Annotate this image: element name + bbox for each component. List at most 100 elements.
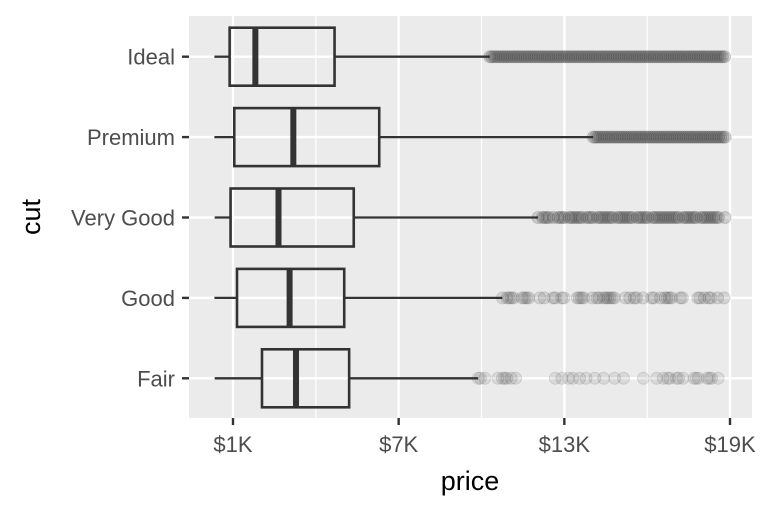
y-axis-title: cut — [16, 198, 46, 235]
outlier-point — [564, 50, 578, 64]
outlier-point — [707, 50, 721, 64]
outlier-point — [681, 130, 695, 144]
outlier-point — [678, 50, 692, 64]
outlier-point — [702, 50, 716, 64]
outlier-point — [703, 211, 717, 224]
outlier-point — [566, 371, 580, 385]
box-good — [214, 267, 731, 329]
outlier-point — [713, 50, 727, 64]
outlier-point — [643, 50, 657, 64]
x-axis-title: price — [441, 466, 500, 496]
outlier-point — [650, 371, 664, 385]
outlier-point — [509, 50, 523, 64]
outlier-point — [527, 50, 541, 64]
outlier-point — [623, 50, 637, 64]
outlier-point — [629, 291, 643, 305]
outlier-point — [573, 50, 587, 64]
outlier-point — [714, 130, 728, 144]
outlier-point — [641, 211, 655, 224]
outlier-point — [658, 50, 672, 64]
outlier-point — [555, 50, 569, 64]
outlier-point — [557, 50, 571, 64]
outlier-point — [715, 50, 729, 64]
outlier-point — [630, 211, 644, 224]
y-tick-label: Fair — [137, 366, 175, 391]
outlier-point — [676, 130, 690, 144]
outlier-point — [516, 50, 530, 64]
outlier-point — [564, 211, 578, 224]
outlier-point — [560, 50, 574, 64]
outlier-point — [659, 211, 673, 224]
outlier-point — [674, 50, 688, 64]
outlier-point — [551, 211, 565, 224]
outlier-point — [665, 291, 678, 305]
outlier-point — [647, 291, 661, 305]
outlier-point — [665, 211, 679, 224]
outlier-point — [606, 211, 620, 224]
outlier-point — [580, 211, 593, 224]
outlier-point — [683, 211, 697, 224]
outlier-point — [520, 291, 534, 305]
outlier-point — [604, 50, 617, 64]
outlier-point — [542, 211, 556, 224]
outlier-point — [634, 211, 648, 224]
outlier-point — [701, 130, 714, 144]
outlier-point — [615, 130, 629, 144]
outlier-point — [643, 130, 657, 144]
outlier-point — [494, 50, 508, 64]
box-very-good — [214, 187, 732, 248]
outlier-point — [593, 130, 607, 144]
outlier-point — [654, 211, 668, 224]
outlier-point — [514, 50, 527, 64]
outlier-point — [634, 50, 648, 64]
outlier-point — [507, 50, 521, 64]
outlier-point — [566, 211, 580, 224]
outlier-point — [538, 50, 552, 64]
outlier-point — [660, 291, 674, 305]
outlier-point — [673, 291, 687, 305]
outlier-point — [566, 50, 580, 64]
outlier-point — [489, 50, 503, 64]
outlier-point — [542, 50, 556, 64]
outlier-point — [571, 211, 585, 224]
outlier-point — [502, 291, 516, 305]
outlier-point — [652, 211, 666, 224]
outlier-point — [544, 50, 558, 64]
outlier-point — [650, 130, 664, 144]
outlier-point — [705, 130, 719, 144]
outlier-point — [670, 130, 684, 144]
outlier-point — [697, 291, 711, 305]
outlier-point — [689, 50, 703, 64]
outlier-point — [536, 50, 549, 64]
outlier-point — [586, 50, 600, 64]
outlier-point — [557, 291, 571, 305]
outlier-point — [595, 130, 609, 144]
box-iqr — [229, 187, 356, 248]
outlier-point — [626, 130, 640, 144]
outlier-point — [562, 211, 576, 224]
outlier-point — [672, 211, 686, 224]
outlier-point — [676, 50, 690, 64]
outlier-point — [718, 211, 732, 224]
outlier-point — [672, 50, 685, 64]
outlier-point — [601, 50, 615, 64]
outlier-point — [628, 50, 642, 64]
outlier-point — [665, 130, 679, 144]
outlier-point — [515, 291, 529, 305]
outlier-points — [586, 130, 732, 144]
outlier-point — [531, 50, 545, 64]
x-tick-label: $13K — [539, 432, 591, 457]
outlier-point — [595, 50, 609, 64]
outlier-point — [605, 291, 619, 305]
outlier-point — [562, 371, 575, 385]
outlier-points — [531, 211, 732, 224]
outlier-point — [613, 130, 627, 144]
outlier-point — [639, 130, 653, 144]
outlier-point — [676, 211, 690, 224]
outlier-point — [717, 291, 731, 305]
outlier-point — [599, 291, 613, 305]
box-fair — [214, 347, 725, 409]
outlier-point — [577, 50, 591, 64]
outlier-point — [687, 130, 701, 144]
